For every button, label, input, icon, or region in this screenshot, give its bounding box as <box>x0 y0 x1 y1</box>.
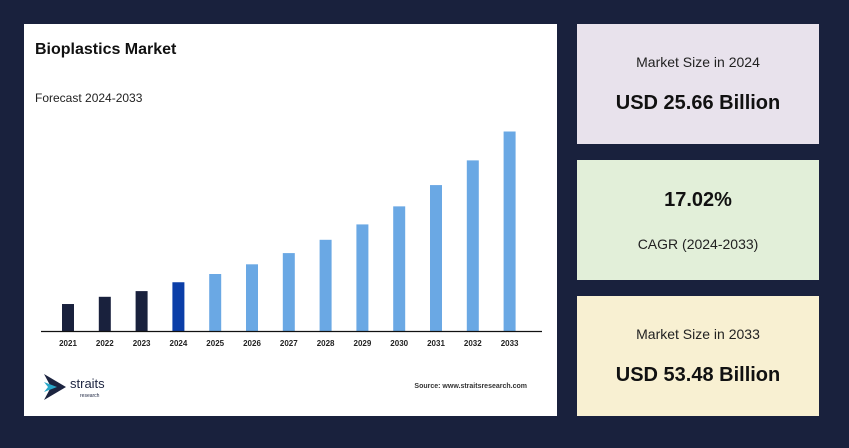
x-tick-label: 2024 <box>170 339 188 348</box>
x-tick-label: 2028 <box>317 339 335 348</box>
bar-2029 <box>356 224 369 331</box>
market-size-2024-label: Market Size in 2024 <box>636 53 760 70</box>
bar-2027 <box>282 253 295 331</box>
x-tick-label: 2021 <box>59 339 77 348</box>
market-size-2033-value: USD 53.48 Billion <box>615 363 781 386</box>
bar-2021 <box>62 304 74 331</box>
x-tick-label: 2026 <box>243 339 261 348</box>
x-tick-label: 2027 <box>280 339 298 348</box>
bar-chart: 2021 2022 2023 2024 2025 2026 2027 2028 2029 2030… <box>41 131 542 348</box>
cagr-value: 17.02% <box>664 188 732 211</box>
bar-2028 <box>319 239 332 331</box>
bar-2023 <box>135 291 148 331</box>
source-text: Source: www.straitsresearch.com <box>414 383 527 390</box>
bar-2032 <box>466 160 479 331</box>
chart-title: Bioplastics Market <box>35 41 177 58</box>
x-tick-label: 2030 <box>390 339 408 348</box>
x-tick-label: 2022 <box>96 339 114 348</box>
bar-2030 <box>393 206 406 331</box>
market-size-2024-value: USD 25.66 Billion <box>615 91 781 114</box>
bar-2025 <box>209 274 222 331</box>
brand-logo: straits research <box>44 374 105 400</box>
market-size-2033-label: Market Size in 2033 <box>636 325 760 342</box>
x-tick-label: 2032 <box>464 339 482 348</box>
brand-sub: research <box>80 393 100 399</box>
x-tick-label: 2023 <box>133 339 151 348</box>
straits-logo-icon <box>44 374 66 400</box>
cagr-label: CAGR (2024-2033) <box>637 235 759 252</box>
bar-2031 <box>430 185 442 331</box>
brand-name: straits <box>70 376 105 391</box>
bar-2022 <box>98 296 111 331</box>
chart-subtitle: Forecast 2024-2033 <box>35 91 143 105</box>
x-tick-label: 2029 <box>354 339 372 348</box>
bar-2033 <box>503 131 516 331</box>
market-size-2033-card: Market Size in 2033 USD 53.48 Billion <box>577 296 819 416</box>
chart-card: Bioplastics Market Forecast 2024-2033 20… <box>24 24 557 416</box>
x-tick-label: 2033 <box>501 339 519 348</box>
cagr-card: 17.02% CAGR (2024-2033) <box>577 160 819 280</box>
x-tick-label: 2031 <box>427 339 445 348</box>
bar-2026 <box>246 264 258 331</box>
bar-2024 <box>172 282 185 331</box>
market-size-2024-card: Market Size in 2024 USD 25.66 Billion <box>577 24 819 144</box>
x-tick-label: 2025 <box>206 339 224 348</box>
